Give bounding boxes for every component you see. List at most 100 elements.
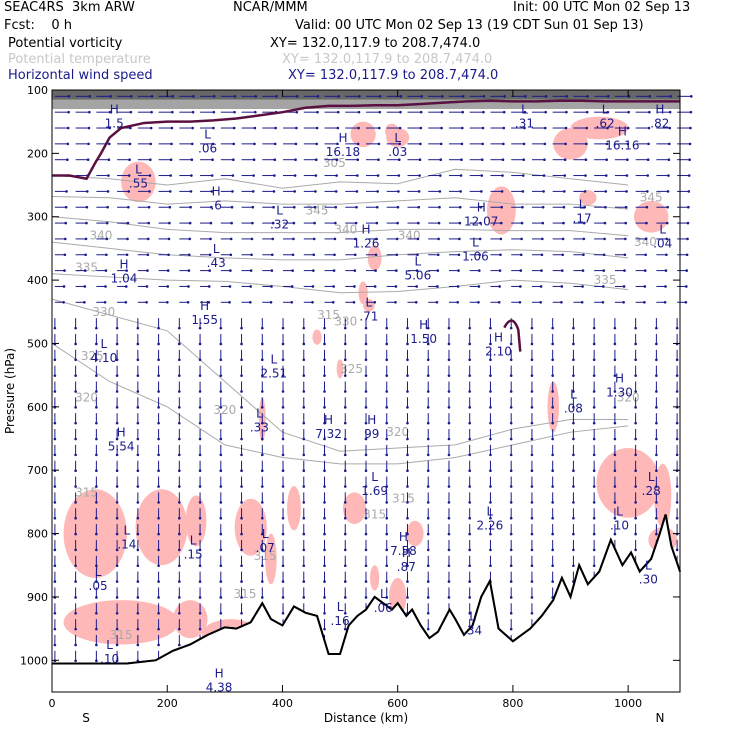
wind-arrow-head-457	[293, 206, 296, 209]
wind-arrow-head-1525	[427, 485, 430, 488]
wind-arrow-head-1209	[365, 406, 368, 409]
wind-arrow-head-1631	[240, 517, 243, 520]
wind-arrow-head-163	[461, 127, 464, 130]
wind-arrow-head-269	[273, 158, 276, 161]
wind-arrow-head-639	[250, 253, 253, 256]
wind-arrow-head-1181	[74, 406, 77, 409]
wind-arrow-head-2005	[54, 628, 57, 631]
wind-arrow-head-1259	[240, 422, 243, 425]
wind-arrow-head-897	[344, 327, 347, 330]
wind-arrow-head-1843	[510, 564, 513, 567]
wind-arrow-head-755	[166, 285, 169, 288]
wind-arrow-head-1073	[240, 374, 243, 377]
wind-arrow-head-211	[315, 143, 318, 146]
wind-arrow-head-1927	[220, 596, 223, 599]
wind-arrow-head-1345	[489, 438, 492, 441]
x-tick-label-5: 1000	[614, 697, 642, 710]
wind-arrow-head-271	[294, 158, 297, 161]
wind-arrow-head-1699	[302, 533, 305, 536]
wind-arrow-head-949	[240, 343, 243, 346]
wind-arrow-head-803	[664, 285, 667, 288]
wind-arrow-head-45	[524, 95, 527, 98]
wind-arrow-head-1299	[655, 422, 658, 425]
wind-arrow-head-1947	[427, 596, 430, 599]
wind-arrow-head-299	[585, 158, 588, 161]
wind-arrow-head-119	[648, 111, 651, 114]
wind-arrow-head-1753	[220, 549, 223, 552]
wind-arrow-head-473	[459, 206, 462, 209]
wind-arrow-head-2035	[510, 628, 513, 631]
wind-arrow-head-1561	[157, 501, 160, 504]
wind-arrow-head-585	[334, 238, 337, 241]
wind-arrow-head-1737	[54, 549, 57, 552]
extremum-value-31: 1.69	[361, 484, 388, 498]
wind-arrow-head-665	[520, 253, 523, 256]
wind-arrow-head-259	[170, 158, 173, 161]
wind-arrow-head-637	[230, 253, 233, 256]
extremum-type-10: L	[276, 204, 283, 218]
wind-arrow-head-1725	[572, 533, 575, 536]
wind-arrow-head-1373	[137, 454, 140, 457]
wind-arrow-head-1797	[676, 549, 679, 552]
wind-arrow-head-921	[593, 327, 596, 330]
extremum-value-35: .14	[117, 538, 136, 552]
wind-arrow-head-909	[468, 327, 471, 330]
wind-arrow-head-73	[171, 111, 174, 114]
wind-arrow-head-143	[254, 127, 257, 130]
wind-arrow-head-759	[208, 285, 211, 288]
wind-arrow-head-1205	[323, 406, 326, 409]
wind-arrow-head-381	[148, 190, 151, 193]
wind-arrow-head-21	[275, 95, 278, 98]
isentrope-label-0: 340	[90, 229, 113, 243]
wind-arrow-head-205	[253, 143, 256, 146]
wind-arrow-head-1729	[614, 533, 617, 536]
wind-arrow-head-5	[109, 95, 112, 98]
wind-arrow-head-1527	[448, 485, 451, 488]
isentrope-label-14: 315	[234, 587, 257, 601]
wind-arrow-head-2003	[531, 612, 534, 615]
wind-arrow-head-989	[655, 343, 658, 346]
x-tick-label-4: 800	[502, 697, 523, 710]
wind-arrow-head-1253	[178, 422, 181, 425]
extremum-value-17: 5.06	[404, 268, 431, 282]
wind-arrow-head-1715	[468, 533, 471, 536]
wind-arrow-head-199	[191, 143, 194, 146]
wind-arrow-head-1703	[344, 533, 347, 536]
extremum-type-16: L	[213, 242, 220, 256]
wind-arrow-head-303	[626, 158, 629, 161]
wind-arrow-head-11	[171, 95, 174, 98]
extremum-value-14: 1.06	[462, 249, 489, 263]
wind-arrow-head-1857	[54, 580, 57, 583]
wind-arrow-head-1295	[614, 422, 617, 425]
wind-arrow-head-903	[406, 327, 409, 330]
wind-arrow-head-1341	[448, 438, 451, 441]
wind-arrow-head-567	[147, 238, 150, 241]
isentrope-label-2: 335	[75, 260, 98, 274]
y-tick-label-7: 800	[27, 528, 48, 541]
wind-arrow-head-1901	[510, 580, 513, 583]
wind-arrow-head-1147	[365, 390, 368, 393]
wind-arrow-head-2019	[199, 628, 202, 631]
wind-arrow-head-347	[439, 174, 442, 177]
wind-arrow-head-741	[665, 269, 668, 272]
wind-arrow-head-1	[68, 95, 71, 98]
wind-arrow-head-1251	[157, 422, 160, 425]
wind-arrow-head-1231	[593, 406, 596, 409]
wind-arrow-head-1175	[655, 390, 658, 393]
wind-arrow-head-553	[645, 222, 648, 225]
wind-arrow-head-1779	[489, 549, 492, 552]
wind-arrow-head-1747	[157, 549, 160, 552]
wind-arrow-head-13	[192, 95, 195, 98]
wind-arrow-head-1615	[74, 517, 77, 520]
pv-shading-30	[406, 521, 423, 546]
wind-arrow-head-869	[54, 327, 57, 330]
wind-arrow-head-1437	[157, 469, 160, 472]
wind-arrow-head-495	[687, 206, 690, 209]
wind-arrow-head-1393	[344, 454, 347, 457]
wind-arrow-head-451	[231, 206, 234, 209]
extremum-type-11: H	[477, 201, 486, 215]
wind-arrow-head-829	[290, 301, 293, 304]
wind-arrow-head-1269	[344, 422, 347, 425]
wind-arrow-head-227	[481, 143, 484, 146]
wind-arrow-head-1563	[178, 501, 181, 504]
